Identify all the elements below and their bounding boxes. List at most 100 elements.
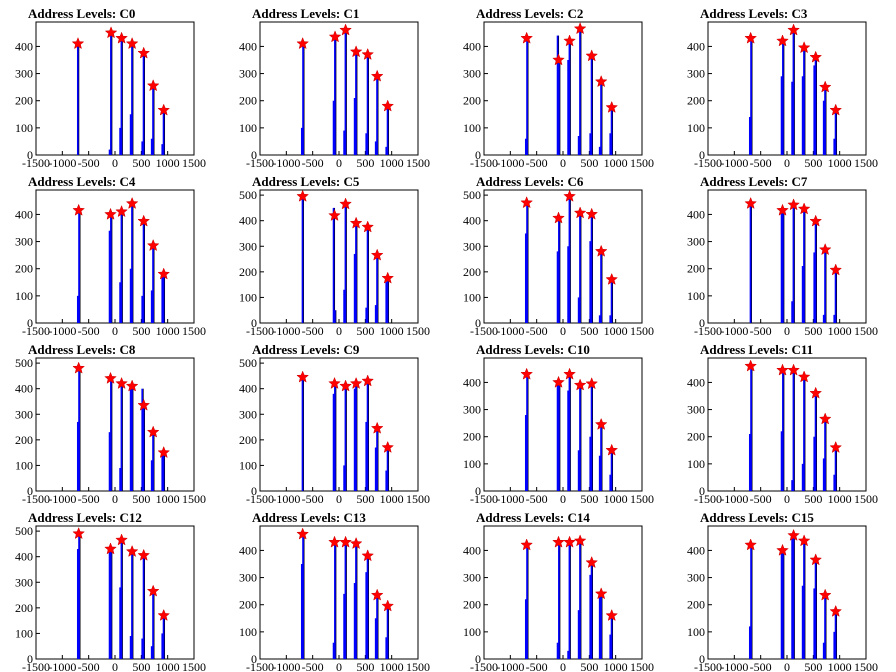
histogram-bar bbox=[792, 535, 795, 659]
chart-title: Address Levels: C0 bbox=[28, 6, 135, 21]
x-tick-label: 1500 bbox=[406, 324, 430, 338]
chart-title: Address Levels: C13 bbox=[252, 510, 366, 525]
x-tick-label: 1500 bbox=[854, 492, 878, 506]
peak-star-icon bbox=[585, 555, 599, 569]
histogram-bar bbox=[142, 221, 145, 323]
x-tick-label: -1500 bbox=[246, 156, 274, 170]
x-tick-label: 500 bbox=[580, 492, 598, 506]
y-tick-label: 300 bbox=[687, 403, 705, 417]
peak-star-icon bbox=[349, 216, 363, 229]
histogram-bar bbox=[150, 646, 153, 659]
x-tick-label: -1000 bbox=[48, 324, 76, 338]
x-tick-label: -1500 bbox=[246, 492, 274, 506]
histogram-bar bbox=[589, 574, 592, 659]
histogram-bar bbox=[803, 377, 806, 491]
x-tick-label: 1500 bbox=[630, 324, 654, 338]
histogram-bar bbox=[556, 251, 559, 323]
y-tick-label: 0 bbox=[475, 484, 481, 498]
histogram-bar bbox=[108, 432, 111, 491]
histogram-bar bbox=[343, 465, 346, 491]
peak-star-icon bbox=[744, 359, 758, 372]
peak-star-icon bbox=[125, 37, 139, 50]
x-tick-label: 500 bbox=[356, 324, 374, 338]
histogram-bar bbox=[598, 146, 601, 155]
histogram-bar bbox=[119, 282, 122, 323]
peak-star-icon bbox=[552, 211, 565, 224]
peak-star-icon bbox=[776, 543, 789, 556]
y-tick-label: 300 bbox=[239, 407, 257, 421]
peak-star-icon bbox=[146, 238, 160, 252]
y-tick-label: 300 bbox=[463, 67, 481, 81]
histogram-bar bbox=[524, 233, 527, 323]
y-tick-label: 400 bbox=[687, 375, 705, 389]
x-tick-label: -500 bbox=[750, 492, 772, 506]
peak-star-icon bbox=[829, 604, 843, 617]
peak-star-icon bbox=[829, 440, 843, 453]
histogram-bar bbox=[129, 386, 132, 491]
histogram-bar bbox=[344, 542, 347, 659]
y-tick-label: 300 bbox=[463, 239, 481, 253]
histogram-bar bbox=[161, 452, 164, 491]
chart-panel: Address Levels: C0 0 100 200 300 400 -1500-100… bbox=[15, 6, 206, 170]
histogram-bar bbox=[161, 633, 164, 659]
histogram-bar bbox=[141, 388, 144, 491]
y-tick-label: 300 bbox=[687, 571, 705, 585]
histogram-bar bbox=[332, 642, 335, 659]
x-tick-label: 1500 bbox=[406, 156, 430, 170]
histogram-bar bbox=[386, 606, 389, 659]
x-tick-label: 500 bbox=[804, 492, 822, 506]
x-tick-label: 1500 bbox=[182, 324, 206, 338]
y-tick-label: 100 bbox=[15, 626, 33, 640]
x-tick-label: -500 bbox=[526, 492, 548, 506]
peak-star-icon bbox=[818, 588, 832, 601]
chart-panel: Address Levels: C4 0 100 200 300 400 -1500-100… bbox=[15, 174, 206, 338]
histogram-bar bbox=[791, 301, 794, 323]
chart-title: Address Levels: C9 bbox=[252, 342, 360, 357]
peak-star-icon bbox=[157, 445, 171, 459]
histogram-bar bbox=[355, 51, 358, 155]
peak-star-icon bbox=[818, 412, 832, 425]
peak-star-icon bbox=[594, 587, 608, 600]
x-tick-label: -500 bbox=[302, 324, 324, 338]
x-tick-label: 0 bbox=[784, 660, 790, 672]
plot-frame bbox=[35, 189, 195, 324]
peak-star-icon bbox=[370, 588, 384, 601]
peak-star-icon bbox=[328, 535, 341, 548]
x-tick-label: 1500 bbox=[406, 660, 430, 672]
y-tick-label: 300 bbox=[15, 235, 33, 249]
x-tick-label: 500 bbox=[356, 660, 374, 672]
peak-star-icon bbox=[296, 527, 310, 540]
histogram-bar bbox=[119, 467, 122, 491]
histogram-bar bbox=[152, 432, 155, 491]
histogram-bar bbox=[110, 32, 113, 155]
histogram-bar bbox=[814, 221, 817, 323]
x-tick-label: 1000 bbox=[380, 660, 404, 672]
histogram-bar bbox=[780, 211, 783, 323]
histogram-bar bbox=[526, 202, 529, 323]
histogram-bar bbox=[332, 207, 335, 323]
histogram-bar bbox=[524, 415, 527, 491]
histogram-bar bbox=[610, 107, 613, 155]
y-tick-label: 300 bbox=[463, 571, 481, 585]
histogram-bar bbox=[150, 290, 153, 323]
x-tick-label: -1500 bbox=[22, 492, 50, 506]
histogram-bar bbox=[813, 588, 816, 659]
histogram-bar bbox=[558, 60, 561, 155]
peak-star-icon bbox=[328, 376, 341, 389]
x-tick-label: 1500 bbox=[630, 156, 654, 170]
x-tick-label: 0 bbox=[784, 492, 790, 506]
histogram-bar bbox=[374, 141, 377, 155]
histogram-bar bbox=[386, 278, 389, 323]
histogram-bar bbox=[334, 310, 337, 323]
y-tick-label: 400 bbox=[687, 39, 705, 53]
y-tick-label: 300 bbox=[15, 407, 33, 421]
y-tick-label: 200 bbox=[15, 433, 33, 447]
chart-title: Address Levels: C1 bbox=[252, 6, 359, 21]
histogram-bar bbox=[141, 638, 144, 659]
x-tick-label: -1500 bbox=[470, 324, 498, 338]
histogram-bar bbox=[376, 595, 379, 659]
histogram-bar bbox=[600, 424, 603, 491]
y-tick-label: 100 bbox=[463, 290, 481, 304]
y-tick-label: 100 bbox=[687, 121, 705, 135]
x-tick-label: 500 bbox=[804, 156, 822, 170]
